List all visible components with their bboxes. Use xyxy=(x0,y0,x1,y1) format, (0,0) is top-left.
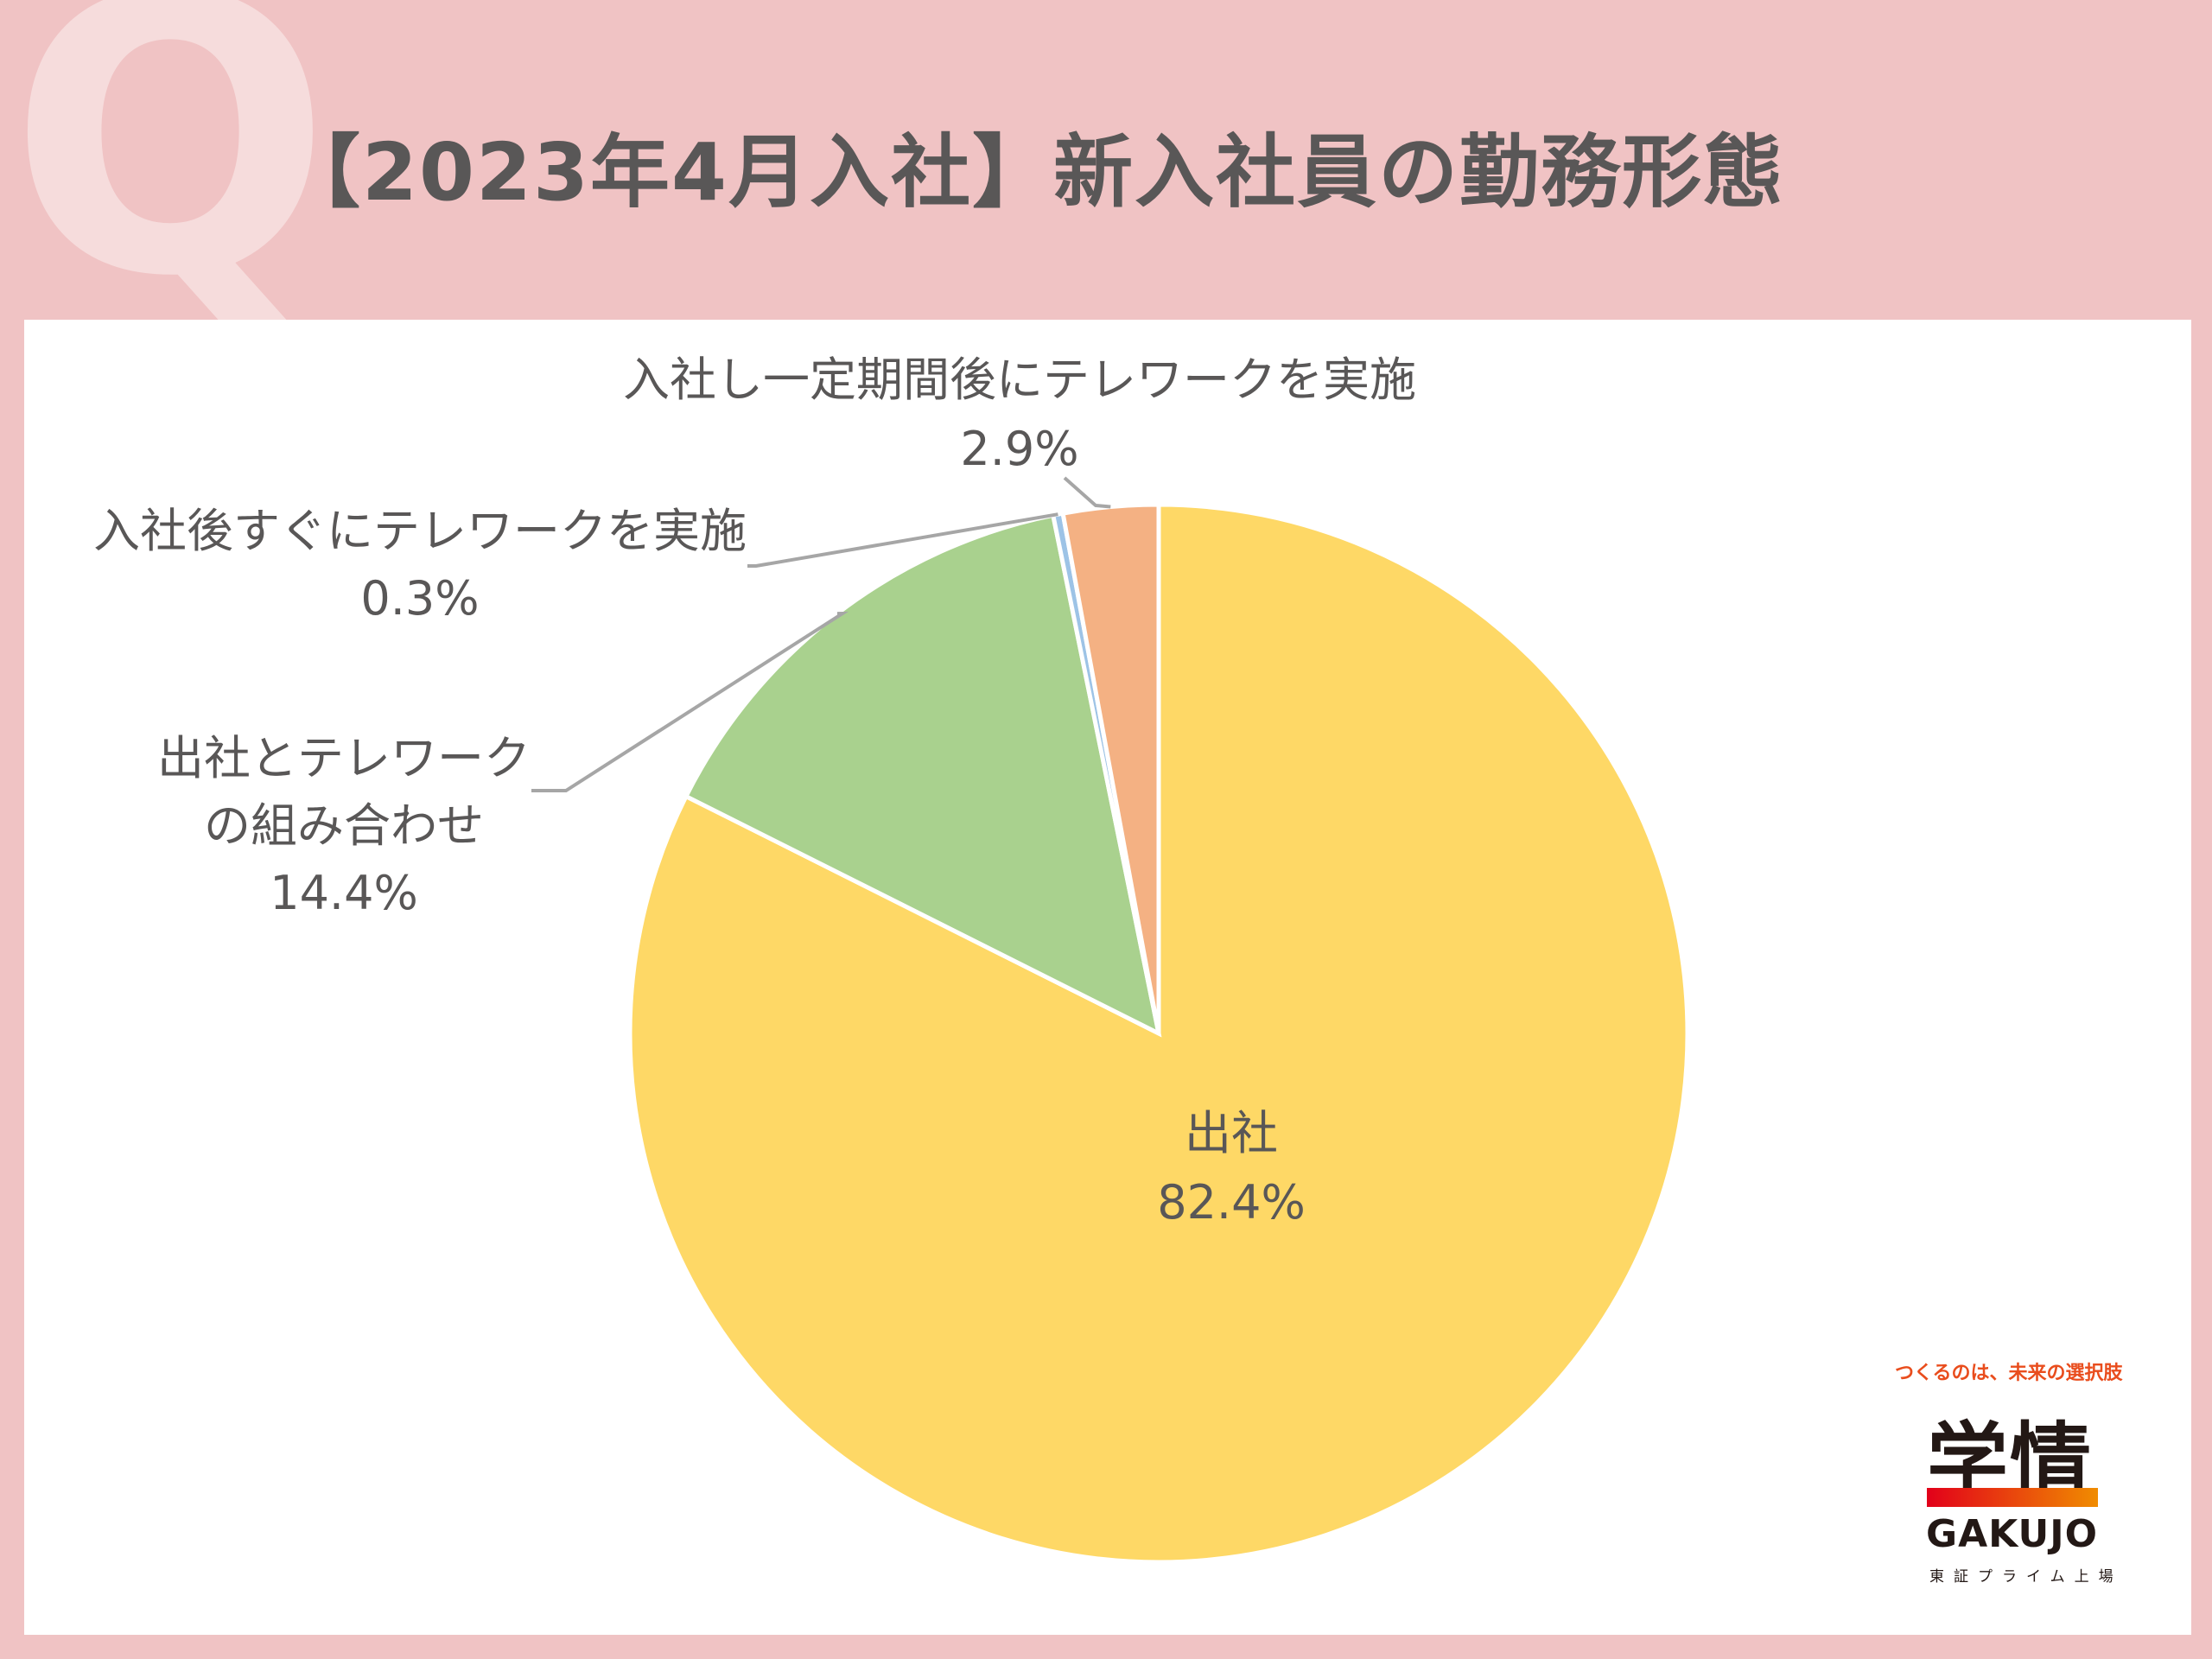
chart-title: 【2023年4月入社】新入社員の勤務形態 xyxy=(281,126,1785,219)
slice-value-shussha: 82.4% xyxy=(1157,1175,1306,1230)
slice-label-telework-later: 入社し一定期間後にテレワークを実施 xyxy=(623,353,1416,407)
leader-line-telework-immediate xyxy=(747,512,1058,568)
brand-logo-en: GAKUJO xyxy=(1926,1512,2098,1556)
brand-tagline: つくるのは、未来の選択肢 xyxy=(1895,1363,2123,1384)
brand-subtitle: 東証プライム上場 xyxy=(1929,1568,2123,1586)
slice-label-shussha: 出社 xyxy=(1185,1106,1278,1160)
slice-label-telework-immediate: 入社後すぐにテレワークを実施 xyxy=(93,504,747,558)
slice-label-combination-line1: 出社とテレワーク xyxy=(157,731,531,785)
slice-label-combination-line2: の組み合わせ xyxy=(204,798,484,853)
slice-value-telework-immediate: 0.3% xyxy=(360,571,479,626)
slice-value-combination: 14.4% xyxy=(270,866,418,920)
brand-logo-bar xyxy=(1927,1488,2098,1507)
leader-line-telework-later xyxy=(1063,476,1111,509)
q-mark: Q xyxy=(9,0,333,359)
leader-line-combination xyxy=(531,611,849,792)
slice-value-telework-later: 2.9% xyxy=(960,422,1078,476)
pie-slice-shussha xyxy=(627,502,1690,1565)
